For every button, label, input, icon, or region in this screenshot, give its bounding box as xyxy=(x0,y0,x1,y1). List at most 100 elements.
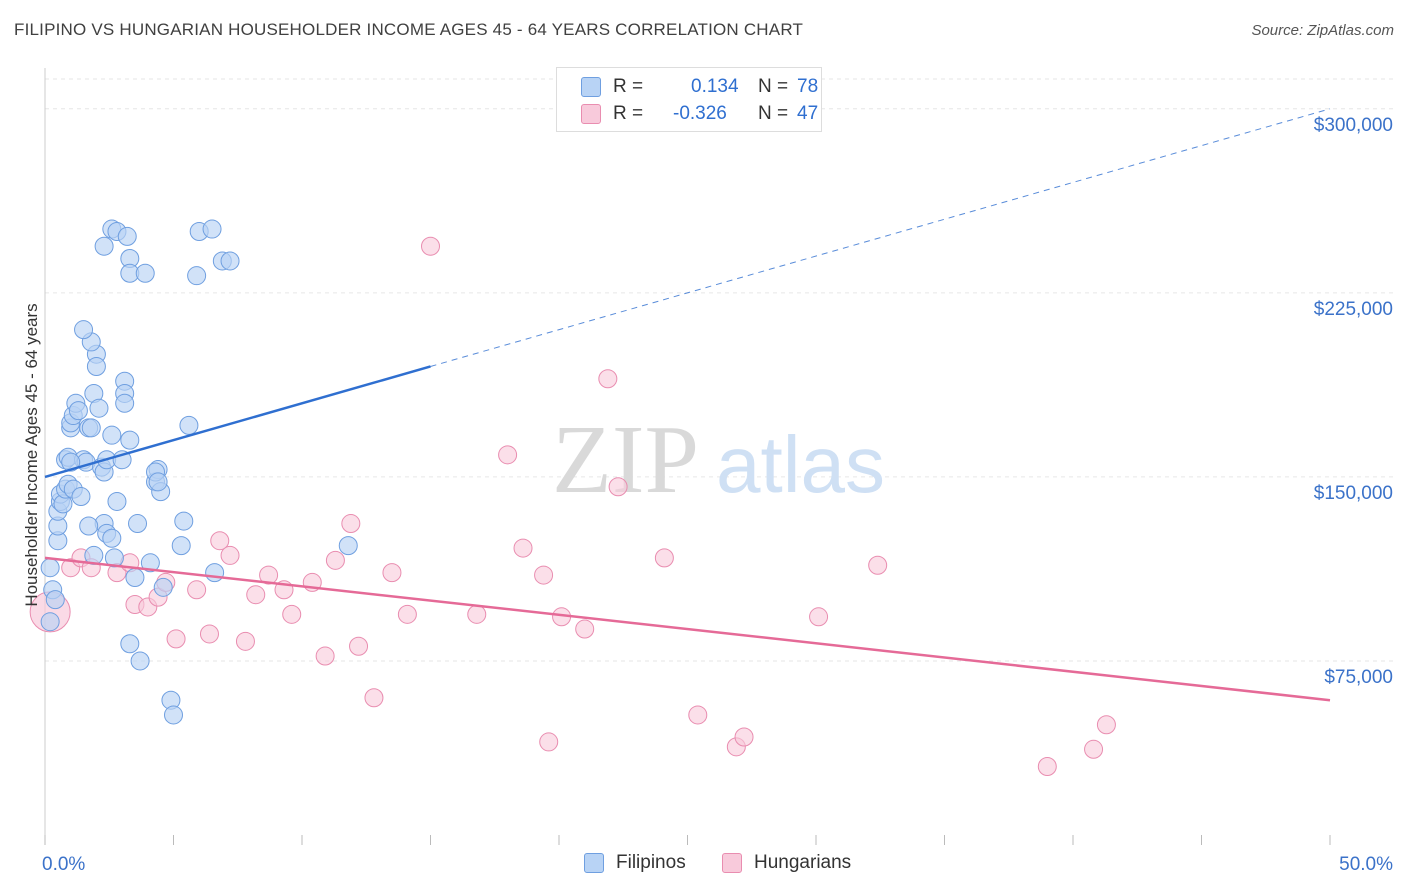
filipinos-point xyxy=(220,251,240,271)
filipinos-point xyxy=(202,219,222,239)
hungarians-legend-label: Hungarians xyxy=(754,852,852,873)
filipinos-point xyxy=(104,548,124,568)
hungarians-point xyxy=(364,688,384,708)
filipinos-point xyxy=(81,418,101,438)
hungarians-point xyxy=(1096,715,1116,735)
axes xyxy=(44,68,1331,845)
hungarians-point xyxy=(654,548,674,568)
chart-title: FILIPINO VS HUNGARIAN HOUSEHOLDER INCOME… xyxy=(14,20,804,39)
filipinos-point xyxy=(45,590,65,610)
hungarians-point xyxy=(349,636,369,656)
hungarians-point xyxy=(220,545,240,565)
watermark-atlas: atlas xyxy=(716,420,885,509)
filipinos-point xyxy=(117,226,137,246)
filipinos-point xyxy=(128,514,148,534)
hungarians-point xyxy=(246,585,266,605)
legend-n-value-hungarians: 47 xyxy=(797,103,819,124)
filipinos-point xyxy=(120,634,140,654)
filipinos-point xyxy=(74,320,94,340)
hungarians-point xyxy=(282,604,302,624)
hungarians-point xyxy=(187,580,207,600)
filipinos-point xyxy=(187,266,207,286)
hungarians-point xyxy=(598,369,618,389)
legend-n-label-hungarians: N = xyxy=(758,103,789,124)
hungarians-point xyxy=(467,604,487,624)
hungarians-point xyxy=(534,565,554,585)
watermark: ZIP atlas xyxy=(552,406,885,514)
trend-lines xyxy=(44,108,1331,702)
filipinos-point xyxy=(115,393,135,413)
filipinos-point xyxy=(102,528,122,548)
hungarians-trend-line xyxy=(44,556,1331,702)
filipinos-point xyxy=(40,612,60,632)
hungarians-point xyxy=(809,607,829,627)
hungarians-point xyxy=(210,531,230,551)
filipinos-point xyxy=(40,558,60,578)
legend-r-value-filipinos: 0.134 xyxy=(691,76,739,97)
legend-n-value-filipinos: 78 xyxy=(797,76,819,97)
filipinos-point xyxy=(205,563,225,583)
filipinos-point xyxy=(79,516,99,536)
hungarians-point xyxy=(235,631,255,651)
filipinos-point xyxy=(338,536,358,556)
hungarians-point xyxy=(397,604,417,624)
filipinos-trend-line xyxy=(44,365,431,479)
filipinos-point xyxy=(135,263,155,283)
y-tick-label: $150,000 xyxy=(1314,483,1393,504)
legend-r-value-hungarians: -0.326 xyxy=(673,103,727,124)
hungarians-point xyxy=(259,565,279,585)
hungarians-point xyxy=(575,619,595,639)
watermark-zip: ZIP xyxy=(552,406,699,514)
hungarians-point xyxy=(315,646,335,666)
hungarians-point xyxy=(688,705,708,725)
legend-r-label-filipinos: R = xyxy=(613,76,644,97)
filipinos-point xyxy=(61,452,81,472)
filipinos-trend-extension xyxy=(430,108,1331,367)
filipinos-point xyxy=(68,401,88,421)
hungarians-point xyxy=(868,555,888,575)
hungarians-point xyxy=(539,732,559,752)
hungarians-swatch xyxy=(581,104,601,124)
filipinos-point xyxy=(102,425,122,445)
hungarians-point xyxy=(341,514,361,534)
filipinos-point xyxy=(153,577,173,597)
hungarians-point xyxy=(1084,739,1104,759)
correlation-legend: R = 0.134 N = 78 R = -0.326 N = 47 xyxy=(556,67,822,132)
filipinos-legend-label: Filipinos xyxy=(616,852,686,873)
legend-n-label-filipinos: N = xyxy=(758,76,789,97)
hungarians-point xyxy=(166,629,186,649)
tick-labels: $75,000 $150,000 $225,000 $300,000 0.0% 50.0%… xyxy=(22,115,1393,875)
y-tick-label: $225,000 xyxy=(1314,299,1393,320)
hungarians-point xyxy=(498,445,518,465)
filipinos-point xyxy=(89,398,109,418)
y-tick-label: $75,000 xyxy=(1324,667,1393,688)
hungarians-legend-swatch xyxy=(722,853,742,873)
hungarians-point xyxy=(1037,756,1057,776)
x-tick-label-max: 50.0% xyxy=(1339,854,1393,875)
filipinos-points xyxy=(40,219,358,725)
legend-r-label-hungarians: R = xyxy=(613,103,644,124)
filipinos-point xyxy=(174,511,194,531)
hungarians-point xyxy=(513,538,533,558)
filipinos-point xyxy=(164,705,183,725)
source-credit: Source: ZipAtlas.com xyxy=(1251,22,1394,39)
filipinos-point xyxy=(140,553,160,573)
hungarians-point xyxy=(325,550,345,570)
filipinos-point xyxy=(171,536,191,556)
hungarians-point xyxy=(199,624,219,644)
y-axis-label: Householder Income Ages 45 - 64 years xyxy=(22,303,41,606)
filipinos-point xyxy=(130,651,150,671)
filipinos-point xyxy=(179,415,199,435)
y-tick-label: $300,000 xyxy=(1314,115,1393,136)
filipinos-point xyxy=(86,356,106,376)
filipinos-point xyxy=(94,236,114,256)
hungarians-point xyxy=(734,727,754,747)
filipinos-point xyxy=(148,472,168,492)
x-tick-label-min: 0.0% xyxy=(42,854,85,875)
hungarians-point xyxy=(421,236,440,256)
filipinos-legend-swatch xyxy=(584,853,604,873)
filipinos-point xyxy=(125,568,145,588)
hungarians-point xyxy=(382,563,402,583)
filipinos-swatch xyxy=(581,77,601,97)
